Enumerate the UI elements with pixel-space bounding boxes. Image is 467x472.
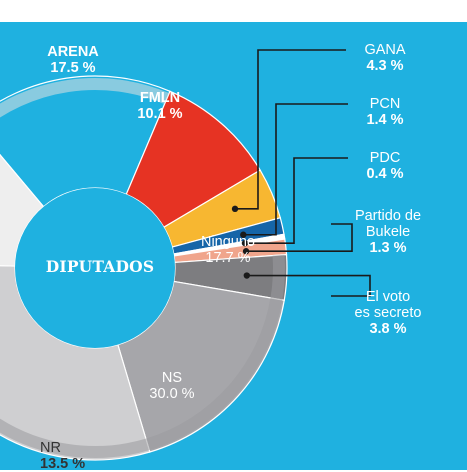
label-nr: NR 13.5 % bbox=[40, 440, 86, 472]
leader-dot bbox=[241, 239, 249, 247]
slice-rim bbox=[0, 418, 150, 458]
leader-pdc bbox=[244, 157, 348, 244]
callout-secreto: El voto es secreto 3.8 % bbox=[354, 289, 422, 337]
callout-pcn: PCN 1.4 % bbox=[366, 96, 404, 128]
donut-hole bbox=[15, 188, 175, 348]
slice-rim bbox=[0, 78, 170, 118]
center-label: DIPUTADOS bbox=[45, 257, 155, 276]
leader-dot bbox=[243, 272, 251, 279]
leader-bukele bbox=[246, 223, 353, 253]
label-ninguno: Ninguno 17.7 % bbox=[200, 234, 255, 266]
top-strip bbox=[0, 0, 467, 22]
leader-secreto bbox=[246, 274, 371, 297]
callout-gana: GANA 4.3 % bbox=[364, 42, 406, 74]
leader-dot bbox=[231, 205, 239, 213]
label-arena: ARENA 17.5 % bbox=[47, 44, 99, 76]
leader-dot bbox=[242, 248, 250, 255]
label-ns: NS 30.0 % bbox=[149, 370, 195, 402]
leader-gana bbox=[235, 49, 346, 210]
label-fmln: FMLN 10.1 % bbox=[137, 90, 183, 122]
callout-pdc: PDC 0.4 % bbox=[366, 150, 404, 182]
callout-bukele: Partido de Bukele 1.3 % bbox=[354, 208, 422, 256]
slice-rim bbox=[145, 297, 283, 451]
leader-pcn bbox=[243, 103, 348, 236]
slice-rim bbox=[270, 254, 285, 300]
leader-dot bbox=[240, 231, 247, 238]
